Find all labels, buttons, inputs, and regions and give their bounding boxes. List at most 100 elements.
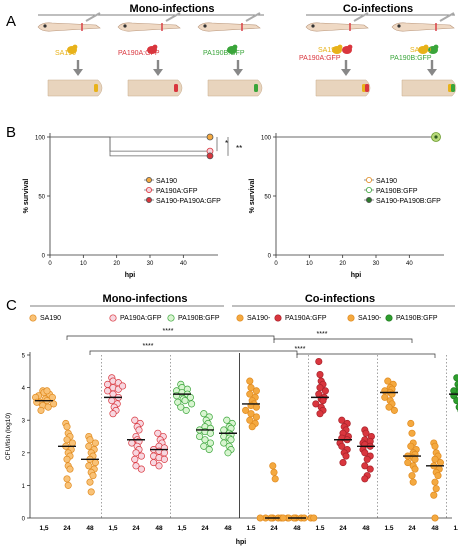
data-point — [223, 416, 231, 424]
y-tick-label: 1 — [22, 484, 26, 490]
y-tick-label: 100 — [35, 136, 46, 142]
data-point — [252, 403, 260, 411]
data-point — [316, 371, 324, 379]
data-point — [154, 429, 162, 437]
x-tick-label: 1,5 — [108, 525, 117, 532]
data-point — [64, 481, 72, 489]
x-tick-label: 10 — [80, 261, 87, 267]
legend-marker — [167, 314, 175, 322]
data-point — [227, 436, 235, 444]
data-point — [384, 377, 392, 385]
significance-single-star: * — [225, 139, 228, 148]
bacteria-cluster-icon — [347, 44, 353, 50]
data-point — [224, 449, 232, 457]
data-point — [252, 387, 260, 395]
x-axis-label: hpi — [236, 539, 247, 546]
data-point — [206, 429, 214, 437]
infected-tissue-icon — [365, 84, 369, 92]
data-point — [160, 449, 168, 457]
panel-a-letter: A — [6, 13, 16, 30]
legend-right-sa190: SA190 — [376, 178, 397, 185]
injection-needle-icon — [439, 12, 455, 22]
data-point — [87, 488, 95, 496]
data-point — [385, 403, 393, 411]
data-point — [68, 439, 76, 447]
injection-needle-icon — [245, 12, 261, 22]
data-point — [321, 387, 329, 395]
bacteria-cluster-icon — [433, 44, 439, 50]
data-point — [270, 468, 278, 476]
y-tick-label: 2 — [22, 451, 26, 457]
legend-marker — [365, 176, 372, 183]
zebrafish-larva-icon — [117, 22, 181, 32]
significance-bracket — [66, 335, 275, 340]
bacteria-cluster-icon — [337, 44, 343, 50]
data-point — [430, 491, 438, 499]
tail-fin-icon — [127, 79, 183, 97]
data-point — [200, 442, 208, 450]
legend-right-combo: SA190-PA190B:GFP — [376, 198, 441, 205]
zebrafish-larva-icon — [37, 22, 101, 32]
arrow-head-icon — [153, 69, 163, 76]
y-tick-label: 50 — [38, 195, 45, 201]
legend-marker — [109, 314, 117, 322]
survival-end-marker — [206, 152, 214, 160]
legend-marker — [145, 186, 152, 193]
data-point — [256, 514, 264, 522]
data-point — [269, 462, 277, 470]
legend-marker — [145, 196, 152, 203]
injection-needle-icon — [353, 12, 369, 22]
data-point — [431, 442, 439, 450]
panel-c-legend: SA190 PA190A:GFP PA190B:GFP SA190- PA190… — [40, 315, 438, 322]
data-point — [248, 423, 256, 431]
y-axis-label: % survival — [249, 179, 256, 214]
data-point — [135, 426, 143, 434]
arrow-head-icon — [341, 69, 351, 76]
panel-b-letter: B — [6, 124, 16, 141]
panel-c-mono-header: Mono-infections — [103, 293, 188, 305]
zebrafish-eye-icon — [397, 24, 401, 28]
x-tick-label: 24 — [408, 525, 416, 532]
infected-tissue-icon — [94, 84, 98, 92]
data-point — [109, 410, 117, 418]
panel-a: A Mono-infections Co-infections SA190 PA… — [6, 3, 457, 97]
data-point — [411, 455, 419, 463]
data-point — [131, 455, 139, 463]
x-tick-label: 24 — [132, 525, 140, 532]
x-tick-label: 40 — [180, 261, 187, 267]
data-point — [408, 472, 416, 480]
bacteria-cluster-icon — [72, 44, 78, 50]
data-point — [316, 410, 324, 418]
data-point — [407, 442, 415, 450]
strain-label-pa190a: PA190A:GFP — [118, 50, 160, 57]
data-point — [390, 406, 398, 414]
survival-chart-right: 0 50 100 0 10 20 30 40 hpi % survival — [249, 132, 444, 279]
panel-a-co-header: Co-infections — [343, 3, 413, 15]
x-tick-label: 20 — [113, 261, 120, 267]
data-point — [338, 416, 346, 424]
data-point — [150, 459, 158, 467]
data-point — [44, 403, 52, 411]
data-point — [155, 462, 163, 470]
significance-bracket — [273, 338, 413, 343]
significance-bracket — [89, 350, 298, 355]
data-point — [181, 397, 189, 405]
sig-c-3: **** — [317, 331, 328, 338]
data-point — [137, 465, 145, 473]
sig-c-2: **** — [143, 343, 154, 350]
co-label-b-pa: PA190B:GFP — [390, 55, 432, 62]
data-point — [279, 514, 287, 522]
data-point — [89, 472, 97, 480]
arrow-head-icon — [427, 69, 437, 76]
x-tick-label: 48 — [362, 525, 370, 532]
strain-label-sa190: SA190 — [55, 50, 76, 57]
x-tick-label: 1,5 — [177, 525, 186, 532]
infected-tissue-icon — [451, 84, 455, 92]
data-point — [220, 439, 228, 447]
data-point — [85, 442, 93, 450]
x-tick-label: 48 — [293, 525, 301, 532]
y-axis-label: % survival — [23, 179, 30, 214]
data-point — [408, 429, 416, 437]
data-point — [315, 357, 323, 366]
